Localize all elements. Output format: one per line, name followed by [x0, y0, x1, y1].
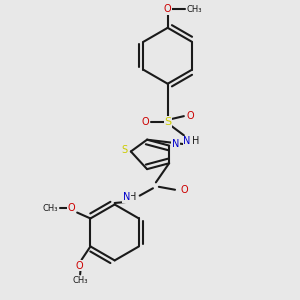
Text: O: O: [164, 4, 172, 14]
Text: N: N: [123, 192, 130, 202]
Text: S: S: [121, 145, 127, 155]
Text: CH₃: CH₃: [186, 5, 202, 14]
Text: H: H: [129, 192, 136, 202]
Text: O: O: [141, 117, 149, 127]
Text: O: O: [181, 185, 189, 195]
Text: N: N: [172, 139, 179, 149]
Text: S: S: [164, 117, 171, 127]
Text: CH₃: CH₃: [72, 276, 88, 285]
Text: H: H: [192, 136, 199, 146]
Text: O: O: [75, 261, 83, 271]
Text: N: N: [183, 136, 190, 146]
Text: O: O: [68, 203, 75, 213]
Text: O: O: [187, 111, 194, 121]
Text: CH₃: CH₃: [43, 204, 58, 213]
